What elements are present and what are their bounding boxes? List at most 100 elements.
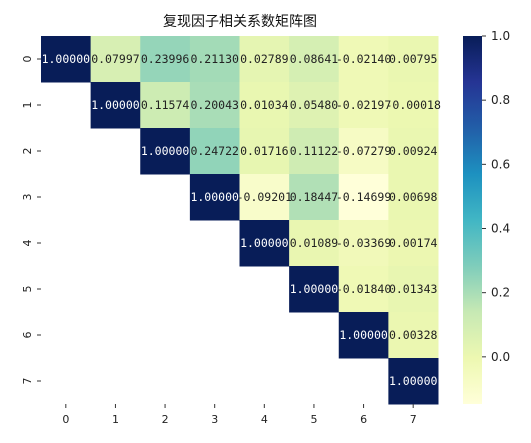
cell-value-label-0-6: -0.02140 [336, 52, 391, 66]
heatmap-cell-0-3 [189, 36, 240, 83]
cell-value-label-2-7: 0.00924 [389, 144, 438, 158]
heatmap-cell-0-1 [90, 36, 141, 83]
heatmap-cell-1-3 [189, 82, 240, 129]
cell-value-label-1-5: 0.05480 [290, 98, 339, 112]
heatmap-cell-1-4 [239, 82, 290, 129]
x-tick-label: 2 [162, 413, 169, 426]
cell-value-label-3-7: 0.00698 [389, 190, 438, 204]
heatmap-cell-1-1 [90, 82, 141, 129]
heatmap-cell-0-2 [140, 36, 191, 83]
heatmap-cell-2-7 [388, 128, 439, 175]
chart-title: 复现因子相关系数矩阵图 [163, 13, 317, 30]
x-tick-label: 3 [211, 413, 218, 426]
x-axis-ticks: 0 1 2 3 4 5 6 7 [62, 404, 417, 426]
heatmap-cell-1-5 [289, 82, 340, 129]
cell-value-label-0-5: 0.08641 [290, 52, 339, 66]
cell-value-label-0-0: 1.00000 [42, 52, 91, 66]
cell-value-label-3-3: 1.00000 [190, 190, 239, 204]
cell-value-label-0-4: 0.02789 [240, 52, 289, 66]
x-tick-label: 7 [410, 413, 417, 426]
heatmap-cell-2-3 [189, 128, 240, 175]
heatmap-cell-1-6 [338, 82, 389, 129]
heatmap-cell-0-5 [289, 36, 340, 83]
cell-value-label-5-7: 0.01343 [389, 282, 438, 296]
colorbar-tick-label: 0.2 [491, 286, 510, 300]
heatmap-cell-0-0 [41, 36, 92, 83]
cell-value-label-6-7: 0.00328 [389, 328, 438, 342]
y-tick-label: 7 [21, 378, 34, 385]
heatmap-cell-4-5 [289, 220, 340, 267]
cell-value-label-0-2: 0.23996 [141, 52, 190, 66]
cell-value-label-2-4: 0.01716 [240, 144, 289, 158]
cell-value-label-5-6: -0.01840 [336, 282, 391, 296]
cell-value-label-2-6: -0.07279 [336, 144, 391, 158]
x-tick-label: 6 [360, 413, 367, 426]
heatmap-cell-5-6 [338, 266, 389, 313]
heatmap-cell-3-7 [388, 174, 439, 221]
cell-value-label-2-5: 0.11122 [290, 144, 338, 158]
colorbar-tick-label: 0.4 [491, 222, 510, 236]
heatmap-cell-5-7 [388, 266, 439, 313]
heatmap-cell-4-4 [239, 220, 290, 267]
cell-value-label-4-7: 0.00174 [389, 236, 438, 250]
heatmap-cell-6-7 [388, 312, 439, 359]
heatmap-cell-2-6 [338, 128, 389, 175]
cell-value-label-3-6: -0.14699 [336, 190, 391, 204]
colorbar: 0.0 0.2 0.4 0.6 0.8 1.0 [463, 29, 510, 404]
cell-value-label-0-1: 0.07997 [91, 52, 140, 66]
y-tick-label: 2 [21, 148, 34, 155]
cell-value-label-5-5: 1.00000 [290, 282, 339, 296]
colorbar-tick-label: 0.0 [491, 350, 510, 364]
colorbar-tick-label: 1.0 [491, 29, 510, 43]
cell-value-label-6-6: 1.00000 [339, 328, 388, 342]
cell-value-label-1-4: 0.01034 [240, 98, 289, 112]
heatmap-cell-6-6 [338, 312, 389, 359]
heatmap-cell-5-5 [289, 266, 340, 313]
heatmap-cell-1-2 [140, 82, 191, 129]
cell-value-label-3-4: -0.09201 [237, 190, 292, 204]
heatmap-cell-2-5 [289, 128, 340, 175]
cell-value-label-1-7: -0.00018 [385, 98, 440, 112]
y-tick-label: 4 [21, 240, 34, 247]
x-tick-label: 1 [112, 413, 119, 426]
cell-value-label-4-6: -0.03369 [336, 236, 391, 250]
heatmap-cell-7-7 [388, 358, 439, 405]
heatmap-cell-3-6 [338, 174, 389, 221]
y-axis-ticks: 0 1 2 3 4 5 6 7 [21, 56, 41, 385]
colorbar-tick-label: 0.6 [491, 157, 510, 171]
heatmap-cell-3-3 [189, 174, 240, 221]
cell-value-label-3-5: 0.18447 [290, 190, 339, 204]
cell-value-label-1-2: 0.11574 [141, 98, 190, 112]
heatmap-cell-4-7 [388, 220, 439, 267]
heatmap-cell-2-4 [239, 128, 290, 175]
cell-value-label-2-3: 0.24722 [190, 144, 238, 158]
cell-value-label-2-2: 1.00000 [141, 144, 190, 158]
colorbar-gradient [463, 36, 482, 404]
cell-value-label-0-3: 0.21130 [190, 52, 239, 66]
heatmap-cells [41, 36, 439, 405]
y-tick-label: 0 [21, 56, 34, 63]
cell-value-label-7-7: 1.00000 [389, 374, 438, 388]
cell-value-label-1-1: 1.00000 [91, 98, 140, 112]
x-tick-label: 0 [62, 413, 69, 426]
y-tick-label: 6 [21, 332, 34, 339]
cell-value-label-0-7: 0.00795 [389, 52, 437, 66]
heatmap-cell-1-7 [388, 82, 439, 129]
heatmap-cell-0-4 [239, 36, 290, 83]
heatmap-cell-3-5 [289, 174, 340, 221]
x-tick-label: 5 [310, 413, 317, 426]
colorbar-tick-label: 0.8 [491, 93, 510, 107]
cell-value-label-1-3: 0.20043 [190, 98, 239, 112]
heatmap-cell-0-7 [388, 36, 439, 83]
cell-value-label-4-5: 0.01089 [290, 236, 339, 250]
heatmap-cell-0-6 [338, 36, 389, 83]
heatmap-cell-3-4 [239, 174, 290, 221]
x-tick-label: 4 [261, 413, 268, 426]
cell-value-label-4-4: 1.00000 [240, 236, 289, 250]
cell-value-label-1-6: -0.02197 [336, 98, 391, 112]
y-tick-label: 1 [21, 102, 34, 109]
y-tick-label: 3 [21, 194, 34, 201]
heatmap-cell-labels: 1.00000 0.07997 0.23996 0.21130 0.02789 0.086… [42, 52, 441, 388]
y-tick-label: 5 [21, 286, 34, 293]
